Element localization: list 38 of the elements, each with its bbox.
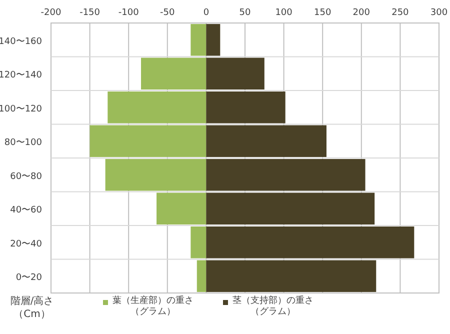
bar — [206, 125, 326, 157]
bar — [196, 260, 206, 292]
bar — [206, 260, 376, 292]
bar — [190, 226, 206, 258]
bar — [206, 92, 286, 124]
x-tick-label: 50 — [239, 8, 251, 18]
y-axis-title: 階層/高さ（Cm） — [9, 296, 55, 321]
bar — [206, 24, 220, 56]
x-tick-label: 100 — [275, 8, 293, 18]
x-tick-label: -100 — [118, 8, 140, 18]
bar — [90, 125, 206, 157]
x-tick-label: 150 — [314, 8, 332, 18]
y-tick-label: 120〜140 — [0, 70, 42, 81]
bar — [190, 24, 206, 56]
bar — [141, 58, 206, 90]
bar — [108, 92, 206, 124]
legend-label: 茎（支持部）の重さ（グラム） — [232, 296, 314, 318]
x-tick-label: 0 — [203, 8, 210, 18]
y-tick-label: 80〜100 — [4, 138, 42, 148]
y-tick-label: 20〜40 — [10, 239, 42, 250]
legend-label: 葉（生産部）の重さ（グラム） — [112, 296, 194, 318]
x-tick-label: -150 — [80, 8, 100, 18]
y-tick-label: 40〜60 — [10, 206, 42, 216]
x-tick-label: 200 — [352, 8, 370, 18]
bar — [156, 192, 206, 224]
y-tick-label: 0〜20 — [16, 273, 42, 284]
x-tick-label: 250 — [392, 8, 410, 18]
x-tick-label: -200 — [40, 8, 62, 18]
bar — [105, 159, 206, 191]
y-tick-label: 100〜120 — [0, 104, 42, 114]
bar — [206, 159, 366, 191]
bar — [206, 192, 375, 224]
y-tick-label: 60〜80 — [10, 172, 42, 182]
bar — [206, 226, 414, 258]
y-tick-label: 140〜160 — [0, 36, 42, 47]
x-tick-label: -50 — [160, 8, 176, 18]
bar — [206, 58, 264, 90]
x-tick-label: 300 — [430, 8, 448, 18]
